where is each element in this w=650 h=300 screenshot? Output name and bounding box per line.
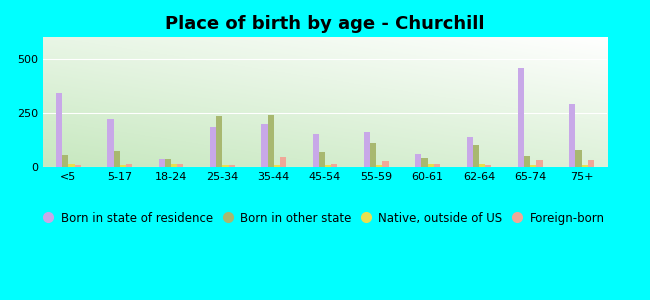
Bar (485, 165, 491, 167)
Bar (370, 143, 376, 167)
Bar (428, 164, 434, 167)
Bar (575, 149, 582, 167)
Bar (159, 159, 165, 167)
Bar (216, 116, 222, 167)
Bar (313, 134, 319, 167)
Bar (114, 151, 120, 167)
Bar (107, 119, 114, 167)
Bar (434, 164, 440, 167)
Bar (524, 156, 530, 167)
Bar (421, 158, 428, 167)
Bar (56, 93, 62, 167)
Bar (479, 164, 485, 167)
Bar (415, 154, 421, 167)
Bar (588, 160, 594, 167)
Bar (177, 164, 183, 167)
Bar (68, 164, 75, 167)
Title: Place of birth by age - Churchill: Place of birth by age - Churchill (165, 15, 485, 33)
Bar (518, 68, 524, 167)
Bar (582, 165, 588, 167)
Bar (75, 165, 81, 167)
Bar (325, 165, 331, 167)
Bar (62, 155, 68, 167)
Bar (280, 157, 286, 167)
Bar (171, 164, 177, 167)
Bar (382, 161, 389, 167)
Bar (165, 159, 171, 167)
Bar (376, 165, 382, 167)
Bar (536, 160, 543, 167)
Bar (331, 164, 337, 167)
Bar (261, 124, 268, 167)
Bar (210, 127, 216, 167)
Bar (569, 104, 575, 167)
Bar (120, 165, 126, 167)
Bar (319, 152, 325, 167)
Bar (364, 132, 370, 167)
Bar (222, 165, 229, 167)
Bar (467, 136, 473, 167)
Bar (473, 145, 479, 167)
Bar (126, 164, 132, 167)
Bar (274, 165, 280, 167)
Legend: Born in state of residence, Born in other state, Native, outside of US, Foreign-: Born in state of residence, Born in othe… (46, 212, 605, 224)
Bar (530, 165, 536, 167)
Bar (268, 115, 274, 167)
Bar (229, 165, 235, 167)
